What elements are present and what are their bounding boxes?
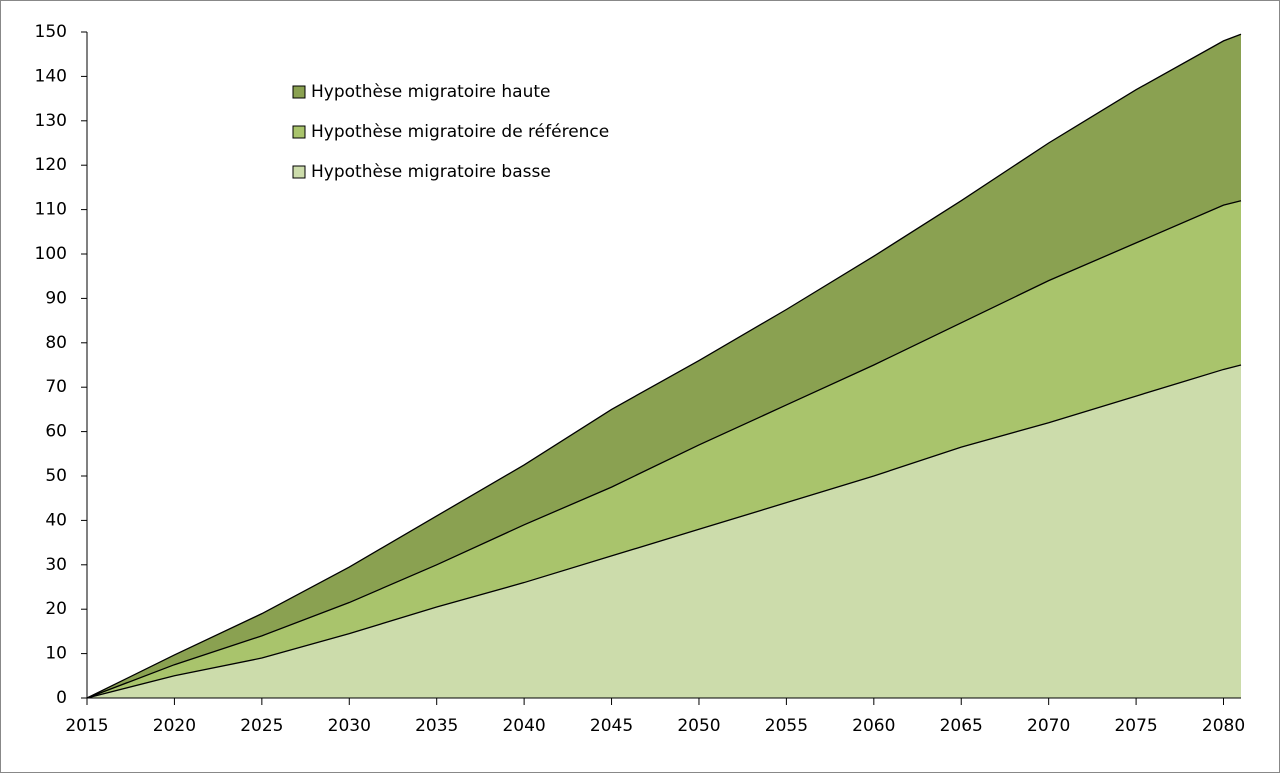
legend-swatch: [292, 125, 306, 139]
x-tick-label: 2065: [940, 716, 983, 736]
x-tick-label: 2030: [328, 716, 371, 736]
y-tick-label: 20: [45, 599, 67, 619]
x-tick-label: 2020: [153, 716, 196, 736]
y-tick-label: 90: [45, 288, 67, 308]
x-tick-label: 2015: [65, 716, 108, 736]
legend-swatch: [292, 165, 306, 179]
area-line: [86, 33, 1242, 699]
x-tick-label: 2055: [765, 716, 808, 736]
x-tick-label: 2050: [677, 716, 720, 736]
y-tick-label: 0: [56, 688, 67, 708]
x-tick-label: 2075: [1114, 716, 1157, 736]
x-tick-label: 2035: [415, 716, 458, 736]
x-tick-label: 2025: [240, 716, 283, 736]
x-tick-label: 2045: [590, 716, 633, 736]
y-tick-label: 80: [45, 333, 67, 353]
x-tick-label: 2080: [1202, 716, 1245, 736]
y-tick-label: 120: [35, 155, 67, 175]
y-tick-label: 110: [35, 200, 67, 220]
y-tick-label: 150: [35, 22, 67, 42]
y-tick-label: 30: [45, 555, 67, 575]
x-tick-label: 2070: [1027, 716, 1070, 736]
y-tick-label: 100: [35, 244, 67, 264]
y-tick-label: 70: [45, 377, 67, 397]
x-tick-label: 2060: [852, 716, 895, 736]
legend-label: Hypothèse migratoire basse: [311, 162, 551, 182]
area: [87, 365, 1241, 698]
x-tick-label: 2040: [502, 716, 545, 736]
legend-swatch: [292, 85, 306, 99]
y-tick-label: 40: [45, 510, 67, 530]
y-tick-label: 130: [35, 111, 67, 131]
legend-label: Hypothèse migratoire de référence: [311, 122, 609, 142]
y-tick-label: 50: [45, 466, 67, 486]
y-tick-label: 140: [35, 66, 67, 86]
area-line: [86, 364, 1242, 699]
legend-label: Hypothèse migratoire haute: [311, 82, 551, 102]
y-tick-label: 10: [45, 644, 67, 664]
y-tick-label: 60: [45, 422, 67, 442]
area-line: [86, 200, 1242, 699]
